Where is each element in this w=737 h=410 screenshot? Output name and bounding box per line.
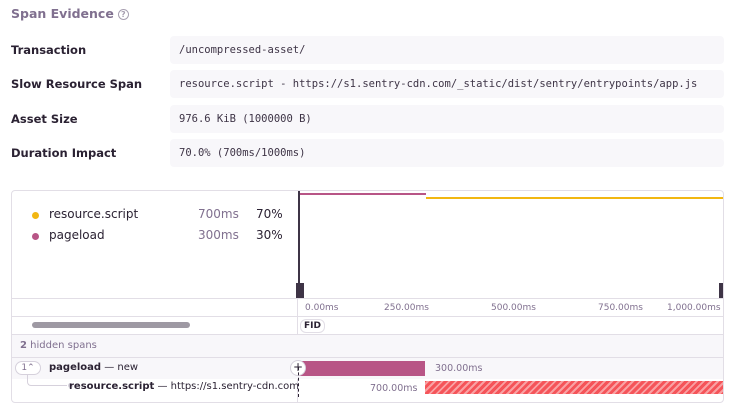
span-children-count: 1 [21,363,28,373]
tree-connector [27,375,67,386]
legend-name: pageload [49,228,105,242]
divider [12,298,723,299]
question-circle-icon[interactable]: ? [117,9,129,20]
span-desc: https://s1.sentry-cdn.com/ [170,381,298,392]
minimap-right-handle[interactable] [719,283,723,298]
span-toggle-button[interactable]: 1⌃ [15,361,41,375]
legend-duration: 300ms [198,228,239,242]
evidence-value-transaction: /uncompressed-asset/ [170,36,724,64]
legend-dot-icon [32,212,39,219]
minimap-left-handle-line [298,191,300,298]
section-title-text: Span Evidence [11,6,114,21]
evidence-label-duration-impact: Duration Impact [11,146,117,160]
divider [12,316,723,317]
span-duration: 300.00ms [435,363,483,374]
axis-tick-label: 250.00ms [384,303,429,313]
legend-duration: 700ms [198,207,239,221]
hidden-spans-count: 2 [20,340,27,351]
span-title: resource.script — https://s1.sentry-cdn.… [69,377,298,397]
hidden-spans-row[interactable]: 2 hidden spans [12,335,723,357]
evidence-value-slow-resource-span: resource.script - https://s1.sentry-cdn.… [170,70,724,98]
minimap-bar-resource-script [426,197,723,199]
axis-tick-label: 750.00ms [598,303,643,313]
span-separator: — [101,362,118,373]
evidence-value-asset-size: 976.6 KiB (1000000 B) [170,105,724,133]
legend-percent: 30% [256,228,283,242]
evidence-label-slow-resource-span: Slow Resource Span [11,77,143,91]
cursor-guide-line [298,367,299,397]
evidence-label-asset-size: Asset Size [11,112,78,126]
minimap-bar-pageload [300,193,426,195]
span-row-resource-script[interactable]: resource.script — https://s1.sentry-cdn.… [12,367,723,401]
legend-dot-icon [32,233,39,240]
minimap[interactable] [296,191,724,298]
horizontal-scrollbar[interactable] [32,322,190,328]
tree-node-icon [68,383,73,388]
evidence-value-duration-impact: 70.0% (700ms/1000ms) [170,139,724,167]
section-title: Span Evidence? [11,6,129,21]
legend-percent: 70% [256,207,283,221]
divider [12,334,723,335]
span-title: pageload — new [49,362,138,373]
legend-name: resource.script [49,207,139,221]
time-axis: 0.00ms 250.00ms 500.00ms 750.00ms 1,000.… [298,298,723,316]
span-op: pageload [49,362,102,373]
minimap-right-handle-line [723,191,724,298]
divider [12,357,723,358]
evidence-label-transaction: Transaction [11,43,87,57]
span-duration: 700.00ms [370,383,418,394]
span-desc: new [117,362,139,373]
span-row-pageload[interactable]: 1⌃ pageload — new + 300.00ms [12,358,723,379]
span-waterfall-panel: resource.script 700ms 70% pageload 300ms… [11,190,724,403]
fid-marker[interactable]: FID [300,319,325,333]
axis-tick-label: 1,000.00ms [667,303,721,313]
hidden-spans-label: hidden spans [30,340,97,351]
span-op: resource.script [69,381,155,392]
axis-tick-label: 0.00ms [305,303,339,313]
minimap-left-handle[interactable] [296,283,304,298]
axis-tick-label: 500.00ms [491,303,536,313]
span-bar-pageload [299,361,425,376]
span-bar-resource-script [425,381,723,394]
span-separator: — [154,381,171,392]
